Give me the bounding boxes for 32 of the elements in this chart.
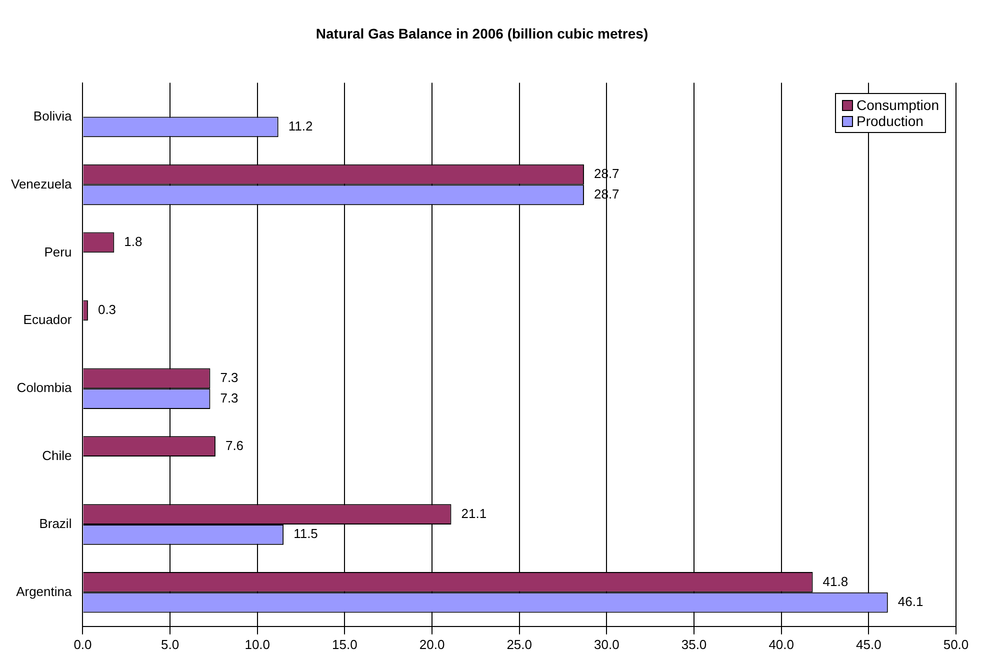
x-tick-label: 35.0 xyxy=(681,636,707,652)
data-label: 41.8 xyxy=(822,574,848,589)
y-tick-label: Bolivia xyxy=(33,108,72,124)
x-tick-label: 0.0 xyxy=(74,636,92,652)
data-label: 0.3 xyxy=(98,302,116,318)
x-tick-label: 20.0 xyxy=(419,636,445,652)
y-tick-label: Chile xyxy=(42,448,72,464)
y-tick-label: Colombia xyxy=(16,380,72,396)
data-label: 7.3 xyxy=(220,390,238,406)
y-tick-label: Peru xyxy=(44,244,72,260)
data-label: 11.5 xyxy=(294,526,318,542)
chart-title: Natural Gas Balance in 2006 (billion cubic metres) xyxy=(316,25,648,42)
data-label: 7.6 xyxy=(225,438,244,453)
y-tick-label: Brazil xyxy=(39,516,72,532)
y-tick-label: Ecuador xyxy=(23,312,72,328)
x-tick-label: 10.0 xyxy=(244,636,270,652)
legend-label: Consumption xyxy=(856,97,939,113)
legend-label: Production xyxy=(856,113,924,129)
x-tick-label: 30.0 xyxy=(594,636,620,652)
data-label: 21.1 xyxy=(461,506,487,521)
x-tick-label: 50.0 xyxy=(943,636,969,652)
data-label: 1.8 xyxy=(124,234,142,250)
x-tick-label: 15.0 xyxy=(332,636,358,652)
y-tick-label: Venezuela xyxy=(10,176,72,192)
x-tick-label: 5.0 xyxy=(161,636,180,652)
data-label: 7.3 xyxy=(220,370,238,385)
x-tick-label: 25.0 xyxy=(506,636,532,652)
x-tick-label: 45.0 xyxy=(856,636,882,652)
x-tick-label: 40.0 xyxy=(768,636,794,652)
y-tick-label: Argentina xyxy=(16,584,72,600)
data-label: 11.2 xyxy=(288,118,313,134)
data-label: 46.1 xyxy=(898,594,924,610)
